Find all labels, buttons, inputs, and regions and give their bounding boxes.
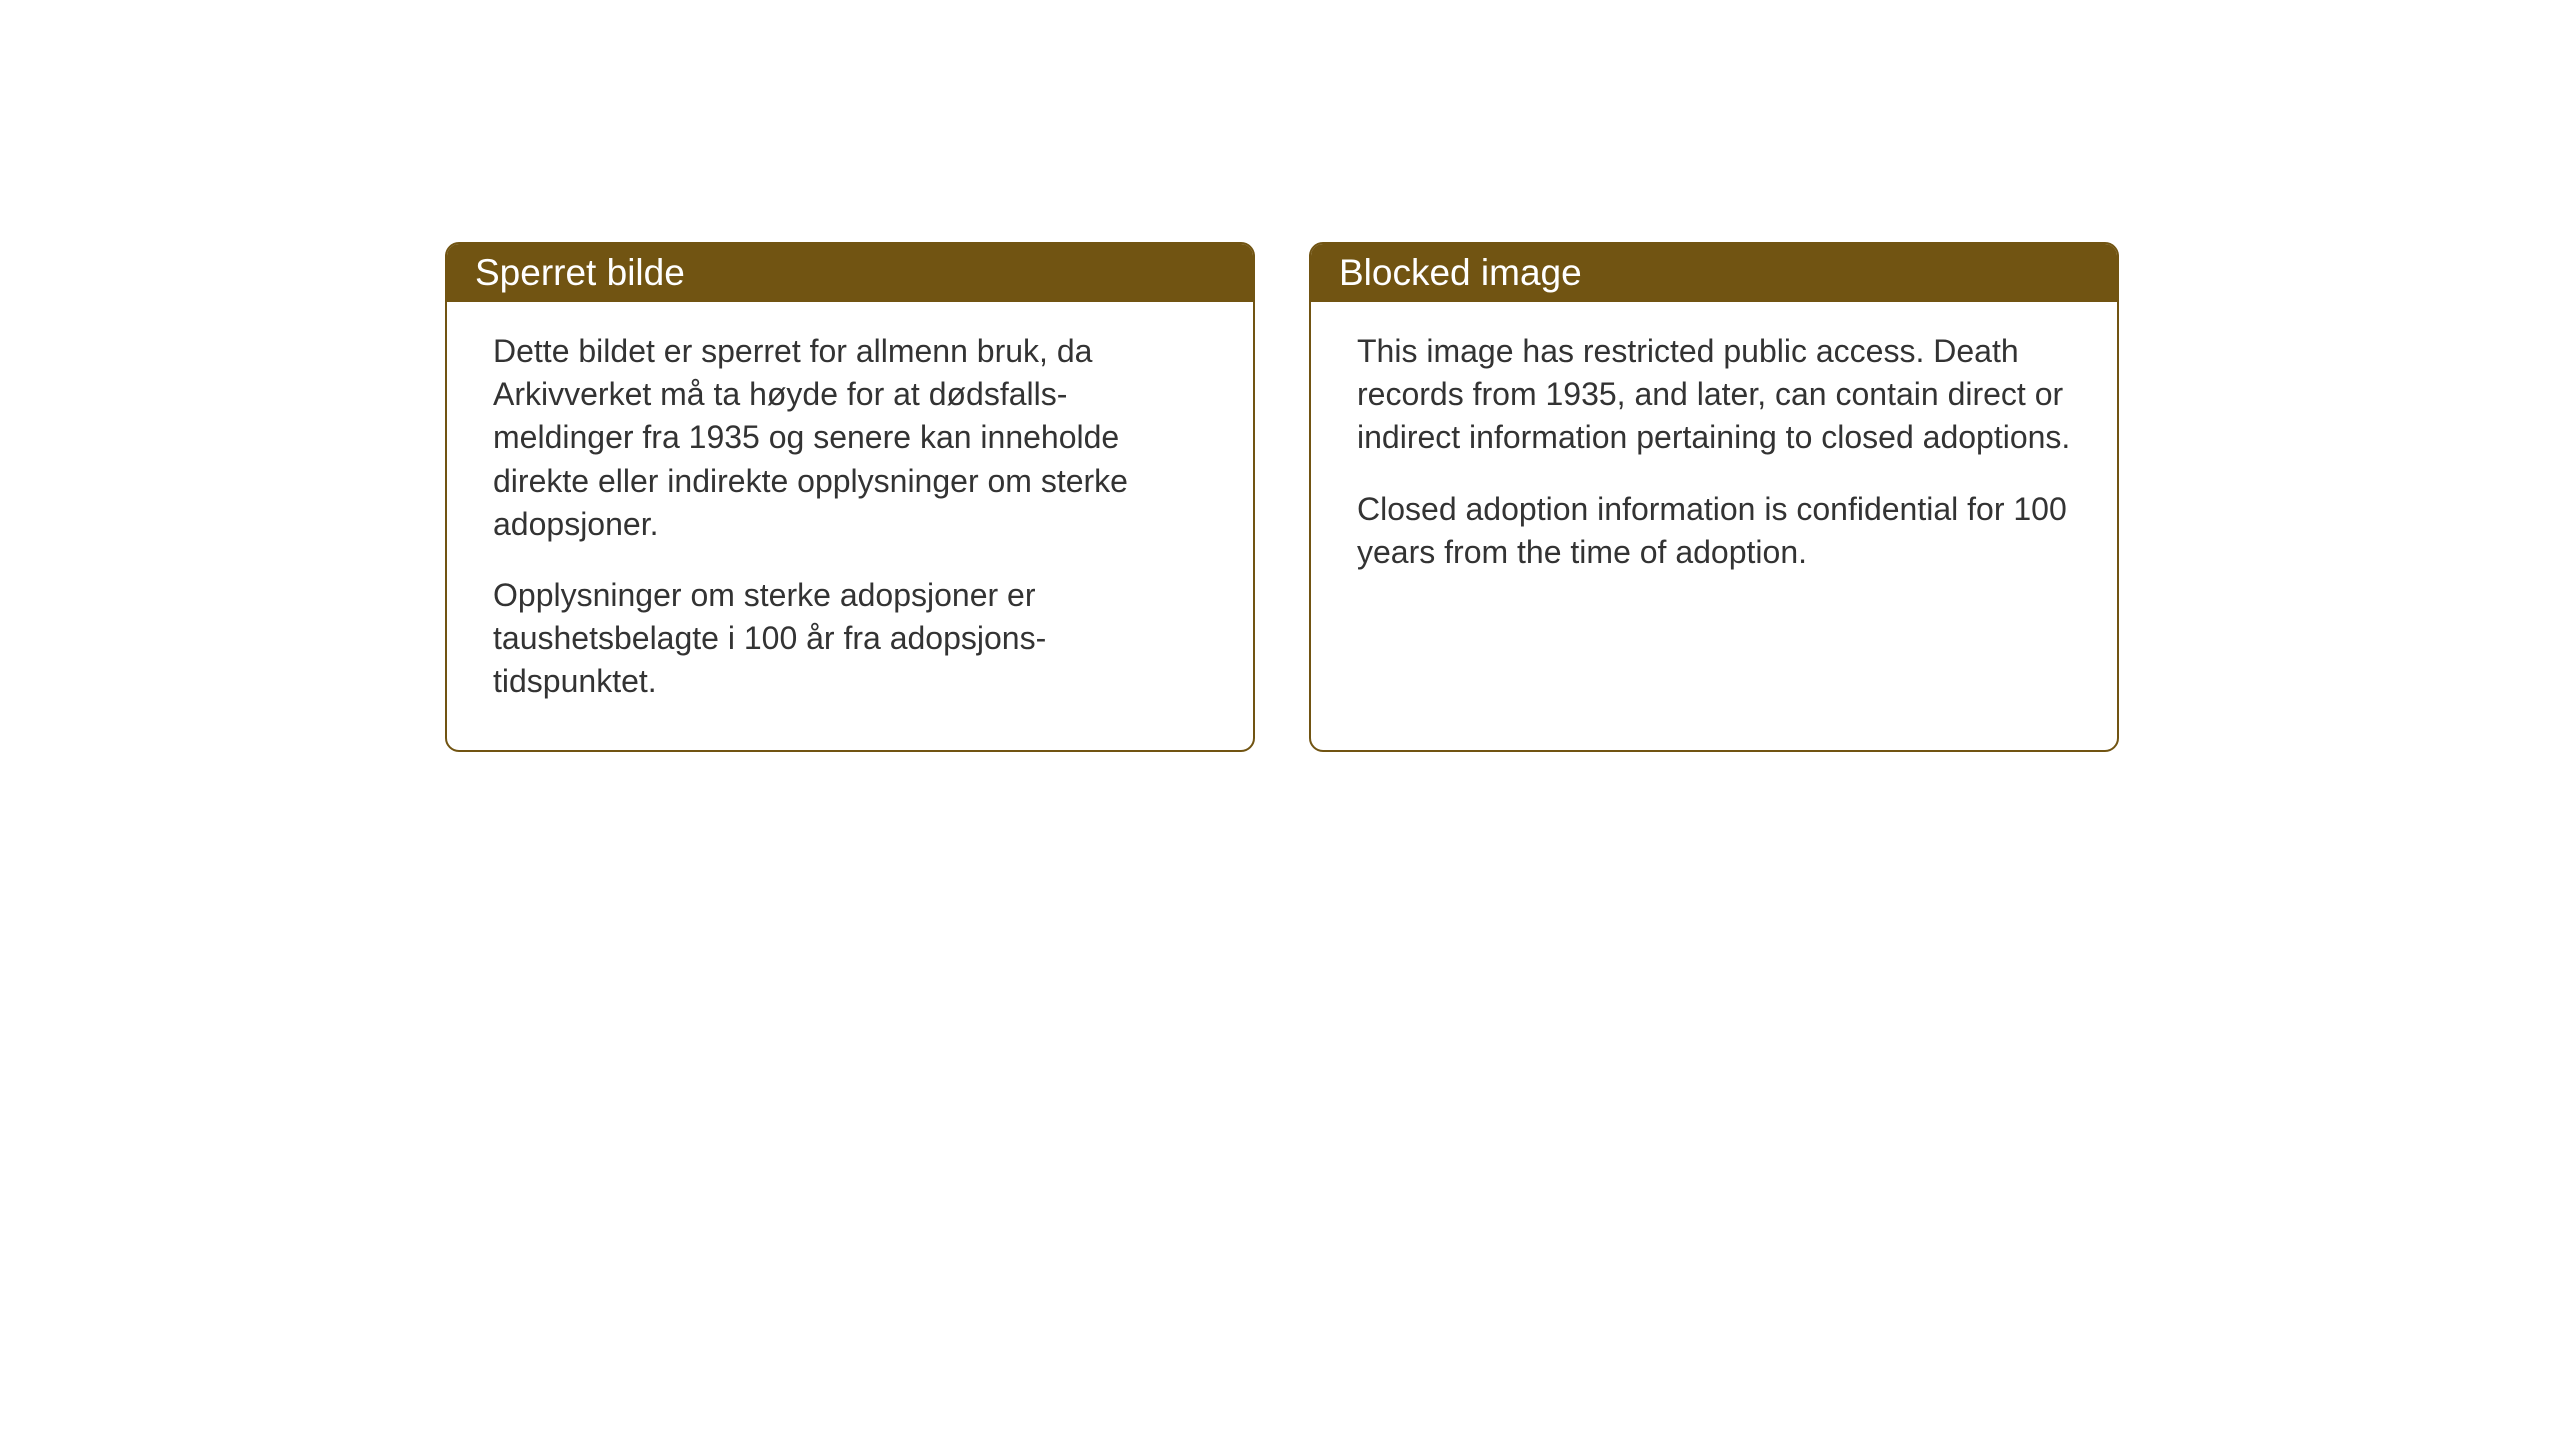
card-title-english: Blocked image xyxy=(1339,252,1582,293)
notice-card-norwegian: Sperret bilde Dette bildet er sperret fo… xyxy=(445,242,1255,752)
card-header-norwegian: Sperret bilde xyxy=(447,244,1253,302)
card-paragraph-2-english: Closed adoption information is confident… xyxy=(1357,488,2071,574)
card-paragraph-2-norwegian: Opplysninger om sterke adopsjoner er tau… xyxy=(493,574,1207,704)
card-body-english: This image has restricted public access.… xyxy=(1311,302,2117,610)
card-body-norwegian: Dette bildet er sperret for allmenn bruk… xyxy=(447,302,1253,740)
card-paragraph-1-english: This image has restricted public access.… xyxy=(1357,330,2071,460)
notice-card-english: Blocked image This image has restricted … xyxy=(1309,242,2119,752)
notice-container: Sperret bilde Dette bildet er sperret fo… xyxy=(445,242,2119,752)
card-header-english: Blocked image xyxy=(1311,244,2117,302)
card-title-norwegian: Sperret bilde xyxy=(475,252,685,293)
card-paragraph-1-norwegian: Dette bildet er sperret for allmenn bruk… xyxy=(493,330,1207,546)
